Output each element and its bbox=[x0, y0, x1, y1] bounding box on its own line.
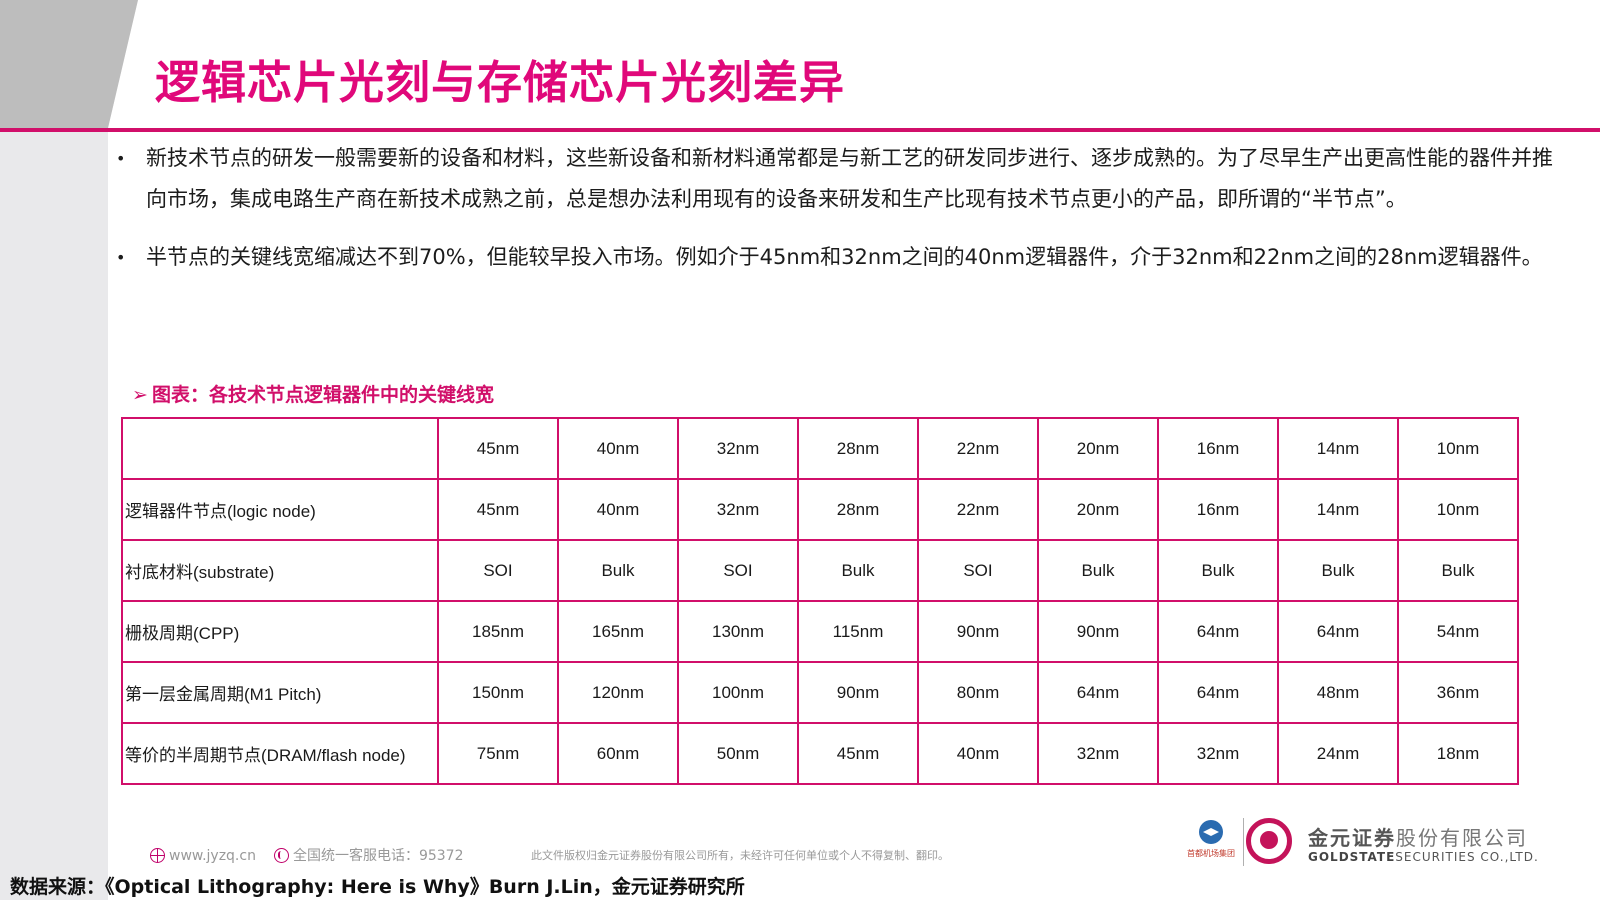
row-label: 栅极周期(CPP) bbox=[121, 600, 439, 663]
table-cell: 50nm bbox=[677, 722, 799, 785]
bullet-item: • 半节点的关键线宽缩减达不到70%，但能较早投入市场。例如介于45nm和32n… bbox=[112, 237, 1557, 278]
table-cell: SOI bbox=[437, 539, 559, 602]
table-header-cell: 10nm bbox=[1397, 417, 1519, 480]
airport-logo-icon bbox=[1199, 820, 1223, 844]
table-header-cell: 40nm bbox=[557, 417, 679, 480]
brand-name-cn-bold: 金元证券 bbox=[1308, 826, 1396, 850]
table-cell: 24nm bbox=[1277, 722, 1399, 785]
brand-name-en-bold: GOLDSTATE bbox=[1308, 850, 1396, 864]
table-cell: 90nm bbox=[797, 661, 919, 724]
copyright-notice: 此文件版权归金元证券股份有限公司所有，未经许可任何单位或个人不得复制、翻印。 bbox=[531, 849, 949, 862]
side-band bbox=[0, 0, 138, 900]
table-cell: 16nm bbox=[1157, 478, 1279, 541]
header-corner-band bbox=[0, 0, 138, 128]
data-source: 数据来源：《Optical Lithography: Here is Why》B… bbox=[10, 876, 745, 898]
table-row: 栅极周期(CPP) 185nm 165nm 130nm 115nm 90nm 9… bbox=[121, 600, 1519, 663]
table-cell: 100nm bbox=[677, 661, 799, 724]
table-cell: 75nm bbox=[437, 722, 559, 785]
table-row: 逻辑器件节点(logic node) 45nm 40nm 32nm 28nm 2… bbox=[121, 478, 1519, 541]
bullet-list: • 新技术节点的研发一般需要新的设备和材料，这些新设备和新材料通常都是与新工艺的… bbox=[112, 138, 1557, 295]
goldstate-logo-icon bbox=[1246, 818, 1292, 864]
bullet-item: • 新技术节点的研发一般需要新的设备和材料，这些新设备和新材料通常都是与新工艺的… bbox=[112, 138, 1557, 220]
table-cell: 64nm bbox=[1277, 600, 1399, 663]
brand-name-cn-rest: 股份有限公司 bbox=[1396, 826, 1528, 850]
table-cell: Bulk bbox=[1157, 539, 1279, 602]
table-cell: 14nm bbox=[1277, 478, 1399, 541]
arrow-icon: ➢ bbox=[132, 384, 148, 406]
table-cell: 130nm bbox=[677, 600, 799, 663]
brand-name-en-rest: SECURITIES CO.,LTD. bbox=[1395, 850, 1539, 864]
table-cell: Bulk bbox=[1277, 539, 1399, 602]
page-title: 逻辑芯片光刻与存储芯片光刻差异 bbox=[155, 56, 846, 109]
title-divider bbox=[0, 128, 1600, 132]
table-cell: 90nm bbox=[1037, 600, 1159, 663]
table-corner-cell bbox=[121, 417, 439, 480]
table-header-row: 45nm 40nm 32nm 28nm 22nm 20nm 16nm 14nm … bbox=[121, 417, 1519, 480]
brand-name-en: GOLDSTATESECURITIES CO.,LTD. bbox=[1308, 850, 1539, 864]
table-cell: 80nm bbox=[917, 661, 1039, 724]
table-cell: Bulk bbox=[1397, 539, 1519, 602]
table-row: 等价的半周期节点(DRAM/flash node) 75nm 60nm 50nm… bbox=[121, 722, 1519, 785]
table-cell: Bulk bbox=[797, 539, 919, 602]
footer-contact: www.jyzq.cn 全国统一客服电话：95372 bbox=[150, 845, 464, 865]
table-header-cell: 22nm bbox=[917, 417, 1039, 480]
table-row: 第一层金属周期(M1 Pitch) 150nm 120nm 100nm 90nm… bbox=[121, 661, 1519, 724]
table-cell: 120nm bbox=[557, 661, 679, 724]
table-cell: 28nm bbox=[797, 478, 919, 541]
table-header-cell: 45nm bbox=[437, 417, 559, 480]
table-header-cell: 16nm bbox=[1157, 417, 1279, 480]
globe-icon bbox=[150, 848, 165, 863]
chart-caption: ➢ 图表：各技术节点逻辑器件中的关键线宽 bbox=[132, 380, 494, 407]
phone-icon bbox=[273, 848, 289, 863]
row-label: 逻辑器件节点(logic node) bbox=[121, 478, 439, 541]
table-cell: 48nm bbox=[1277, 661, 1399, 724]
table-cell: 64nm bbox=[1157, 661, 1279, 724]
bullet-text: 半节点的关键线宽缩减达不到70%，但能较早投入市场。例如介于45nm和32nm之… bbox=[146, 245, 1543, 269]
row-label: 等价的半周期节点(DRAM/flash node) bbox=[121, 722, 439, 785]
table-cell: 18nm bbox=[1397, 722, 1519, 785]
table-cell: 64nm bbox=[1157, 600, 1279, 663]
brand-name-cn: 金元证券股份有限公司 bbox=[1308, 822, 1528, 851]
table-cell: 54nm bbox=[1397, 600, 1519, 663]
table-header-cell: 32nm bbox=[677, 417, 799, 480]
table-cell: 36nm bbox=[1397, 661, 1519, 724]
table-cell: 20nm bbox=[1037, 478, 1159, 541]
row-label: 衬底材料(substrate) bbox=[121, 539, 439, 602]
hotline-text: 全国统一客服电话：95372 bbox=[292, 848, 464, 864]
website-link[interactable]: www.jyzq.cn bbox=[169, 848, 256, 864]
table-cell: 64nm bbox=[1037, 661, 1159, 724]
table-cell: 185nm bbox=[437, 600, 559, 663]
table-cell: 32nm bbox=[1157, 722, 1279, 785]
table-cell: SOI bbox=[677, 539, 799, 602]
table-cell: 32nm bbox=[677, 478, 799, 541]
table-cell: 60nm bbox=[557, 722, 679, 785]
table-header-cell: 14nm bbox=[1277, 417, 1399, 480]
table-cell: 115nm bbox=[797, 600, 919, 663]
table-cell: 40nm bbox=[917, 722, 1039, 785]
bullet-marker: • bbox=[116, 248, 126, 267]
table-header-cell: 28nm bbox=[797, 417, 919, 480]
row-label: 第一层金属周期(M1 Pitch) bbox=[121, 661, 439, 724]
table-cell: Bulk bbox=[557, 539, 679, 602]
bullet-marker: • bbox=[116, 149, 126, 168]
table-header-cell: 20nm bbox=[1037, 417, 1159, 480]
table-cell: 45nm bbox=[797, 722, 919, 785]
table-row: 衬底材料(substrate) SOI Bulk SOI Bulk SOI Bu… bbox=[121, 539, 1519, 602]
table-cell: 165nm bbox=[557, 600, 679, 663]
logo-divider bbox=[1243, 818, 1244, 866]
table-cell: 45nm bbox=[437, 478, 559, 541]
table-cell: 32nm bbox=[1037, 722, 1159, 785]
table-cell: 40nm bbox=[557, 478, 679, 541]
airport-logo-text: 首都机场集团 bbox=[1187, 849, 1235, 858]
airport-logo: 首都机场集团 bbox=[1184, 820, 1238, 870]
table-cell: 22nm bbox=[917, 478, 1039, 541]
table-cell: Bulk bbox=[1037, 539, 1159, 602]
table-cell: SOI bbox=[917, 539, 1039, 602]
table-cell: 150nm bbox=[437, 661, 559, 724]
bullet-text: 新技术节点的研发一般需要新的设备和材料，这些新设备和新材料通常都是与新工艺的研发… bbox=[146, 146, 1553, 211]
table-cell: 10nm bbox=[1397, 478, 1519, 541]
table-cell: 90nm bbox=[917, 600, 1039, 663]
chart-caption-text: 图表：各技术节点逻辑器件中的关键线宽 bbox=[152, 384, 495, 406]
linewidth-table: 45nm 40nm 32nm 28nm 22nm 20nm 16nm 14nm … bbox=[121, 417, 1519, 785]
